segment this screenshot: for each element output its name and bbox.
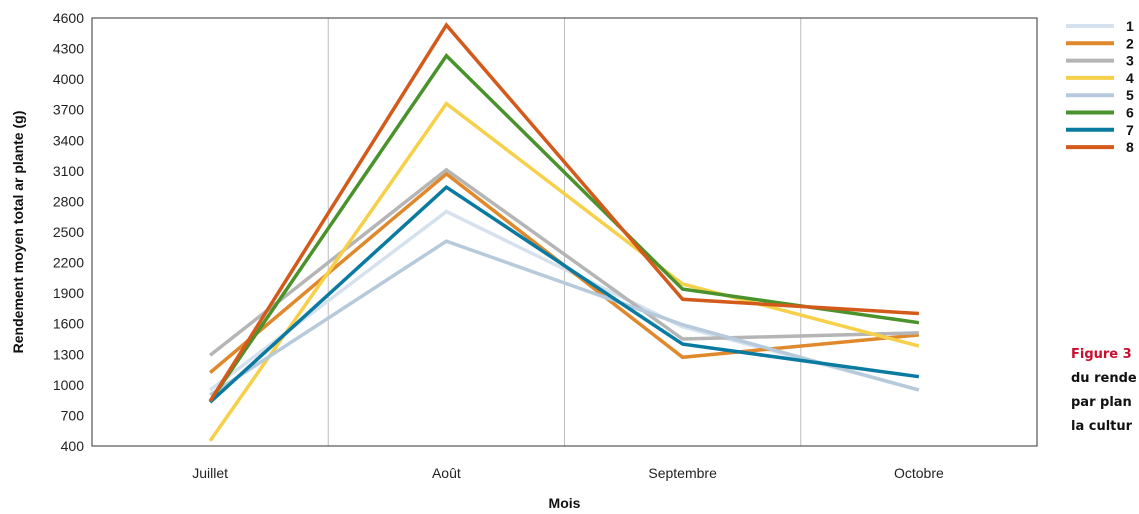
legend-label: 7 [1126,122,1134,138]
x-tick-label: Octobre [894,465,944,481]
plot-area-frame [91,17,1038,447]
series-line-8 [208,22,920,403]
y-tick-label: 700 [61,407,85,423]
y-axis-title: Rendement moyen total ar plante (g) [10,111,26,354]
series-line-5 [209,239,920,397]
x-axis-title: Mois [549,495,581,511]
legend-label: 4 [1126,70,1134,86]
legend-label: 5 [1126,87,1134,103]
y-tick-label: 4000 [53,71,84,87]
caption-line: du rende [1071,371,1137,386]
caption-line: par plan [1071,395,1132,410]
y-tick-label: 3100 [53,163,84,179]
y-tick-label: 2200 [53,255,84,271]
legend-label: 8 [1126,139,1134,155]
legend: 12 345 678 [1066,18,1134,155]
y-tick-label: 400 [61,438,85,454]
y-tick-label: 1900 [53,285,84,301]
x-tick-label: Juillet [192,465,228,481]
x-tick-label: Août [432,465,461,481]
series-line-7 [208,184,920,404]
y-tick-label: 4600 [53,10,84,26]
y-tick-label: 1000 [53,377,84,393]
x-tick-label: Septembre [648,465,717,481]
y-tick-label: 3700 [53,102,84,118]
grid-lines [327,18,802,446]
y-axis-ticks: 400 700 1000 1300 1600 1900 2200 2500 2800 3100 34… [53,10,84,454]
legend-label: 6 [1126,105,1134,121]
y-tick-label: 1600 [53,316,84,332]
caption-line: la cultur [1071,419,1133,434]
figure-label: Figure 3 [1071,347,1132,362]
series-lines [208,22,920,442]
series-line-3 [209,167,919,357]
x-axis-ticks: Juillet Août Septembre Octobre [192,465,944,481]
y-tick-label: 1300 [53,346,84,362]
legend-label: 1 [1126,18,1134,34]
y-tick-label: 4300 [53,41,84,57]
y-tick-label: 2800 [53,193,84,209]
series-line-4 [208,101,920,442]
figure-caption: Figure 3 du rende par plan la cultur [1071,343,1139,439]
legend-label: 2 [1126,35,1134,51]
y-tick-label: 3400 [53,132,84,148]
y-tick-label: 2500 [53,224,84,240]
legend-label: 3 [1126,53,1134,69]
